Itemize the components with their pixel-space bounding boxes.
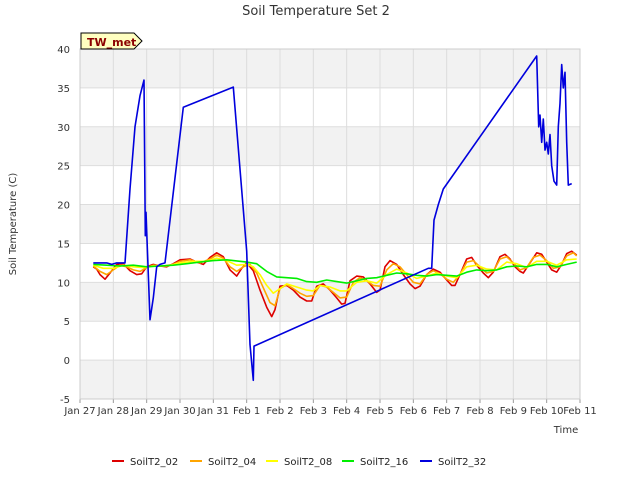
- legend-item-soilt2_16: SoilT2_16: [342, 457, 408, 468]
- legend-item-soilt2_04: SoilT2_04: [190, 457, 256, 468]
- badge-box: [80, 32, 143, 50]
- x-tick-label: Feb 9: [500, 406, 527, 417]
- plot-band: [80, 204, 580, 244]
- y-tick-label: 25: [57, 162, 70, 173]
- plot-bands: [80, 49, 580, 399]
- y-tick-label: 5: [64, 317, 70, 328]
- x-tick-label: Feb 11: [563, 406, 597, 417]
- series-layer: [92, 55, 578, 382]
- y-tick-label: 0: [64, 356, 70, 367]
- y-tick-label: 20: [57, 201, 70, 212]
- plot-band: [80, 360, 580, 399]
- x-tick-label: Jan 27: [63, 406, 95, 417]
- x-tick-label: Feb 3: [300, 406, 327, 417]
- x-axis-label: Time: [553, 425, 578, 436]
- x-tick-label: Feb 1: [233, 406, 260, 417]
- x-tick-label: Jan 29: [130, 406, 162, 417]
- y-tick-label: 10: [57, 278, 70, 289]
- y-axis-label: Soil Temperature (C): [8, 173, 19, 276]
- legend-label: SoilT2_32: [438, 457, 486, 468]
- legend-label: SoilT2_08: [284, 457, 332, 468]
- legend-item-soilt2_08: SoilT2_08: [266, 457, 332, 468]
- plot-frame: [79, 48, 581, 400]
- plot-band: [80, 49, 580, 88]
- x-tick-label: Jan 31: [197, 406, 229, 417]
- x-tick-label: Feb 8: [466, 406, 493, 417]
- legend-item-soilt2_32: SoilT2_32: [420, 457, 486, 468]
- x-tick-label: Feb 4: [333, 406, 360, 417]
- x-tick-label: Feb 7: [433, 406, 460, 417]
- x-tick-label: Feb 10: [530, 406, 564, 417]
- y-tick-label: 15: [57, 239, 70, 250]
- series-line-soilt2_16: [93, 259, 577, 284]
- x-tick-label: Feb 2: [266, 406, 293, 417]
- y-tick-label: 40: [57, 45, 70, 56]
- series-line-soilt2_32: [93, 55, 573, 382]
- x-tick-label: Feb 6: [400, 406, 427, 417]
- legend: SoilT2_02 SoilT2_04 SoilT2_08 SoilT2_16 Soil…: [112, 457, 486, 468]
- series-line-soilt2_04: [92, 252, 578, 307]
- tw-met-badge: TW_met: [80, 32, 143, 50]
- x-tick-label: Feb 5: [366, 406, 393, 417]
- x-tick-label: Jan 28: [97, 406, 129, 417]
- plot-band: [80, 126, 580, 166]
- chart-title: Soil Temperature Set 2: [242, 4, 390, 19]
- legend-item-soilt2_02: SoilT2_02: [112, 457, 178, 468]
- y-tick-label: 35: [57, 84, 70, 95]
- y-tick-label: 30: [57, 123, 70, 134]
- badge-label: TW_met: [87, 36, 136, 49]
- x-tick-label: Jan 30: [163, 406, 195, 417]
- legend-label: SoilT2_02: [130, 457, 178, 468]
- legend-label: SoilT2_04: [208, 457, 256, 468]
- legend-label: SoilT2_16: [360, 457, 408, 468]
- y-tick-label: -5: [60, 395, 70, 406]
